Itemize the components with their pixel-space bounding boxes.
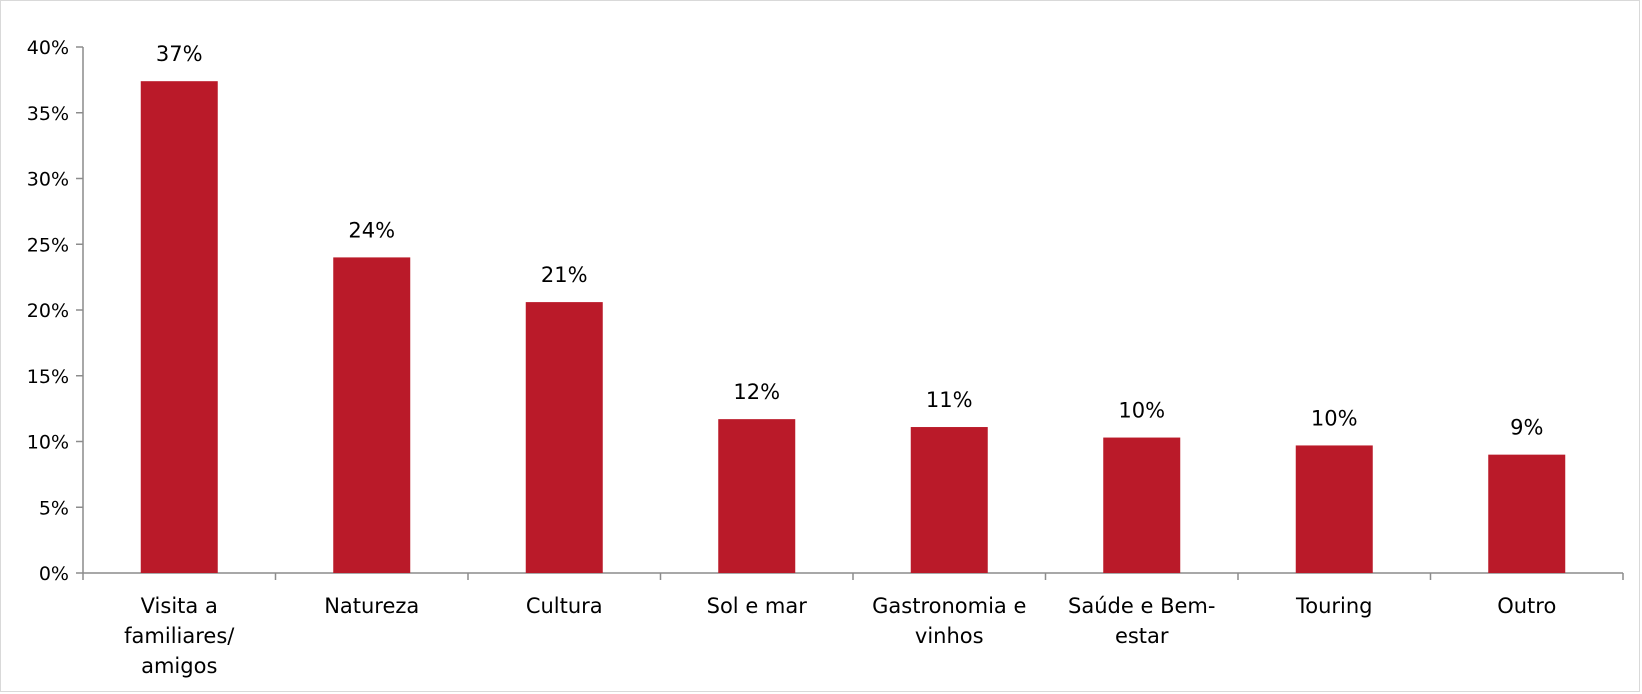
category-label: Saúde e Bem-estar xyxy=(1068,594,1215,648)
category-label: Natureza xyxy=(324,594,419,618)
category-label: Outro xyxy=(1497,594,1556,618)
category-label: Cultura xyxy=(526,594,603,618)
y-tick-label: 15% xyxy=(27,366,69,388)
y-tick-label: 5% xyxy=(39,497,69,519)
bar xyxy=(140,81,218,573)
bar xyxy=(910,427,988,573)
bar xyxy=(718,419,796,573)
data-label: 11% xyxy=(926,388,973,412)
data-label: 24% xyxy=(348,218,395,242)
category-label: Visita a familiares/amigos xyxy=(124,594,235,678)
bar xyxy=(1295,445,1373,573)
y-tick-label: 40% xyxy=(27,37,69,59)
bars xyxy=(140,81,1566,573)
data-label: 10% xyxy=(1311,406,1358,430)
bar xyxy=(333,257,411,573)
data-label: 37% xyxy=(156,42,203,66)
data-label: 9% xyxy=(1510,416,1543,440)
y-tick-label: 0% xyxy=(39,563,69,585)
data-label: 10% xyxy=(1118,399,1165,423)
y-tick-label: 10% xyxy=(27,432,69,454)
y-tick-label: 25% xyxy=(27,234,69,256)
y-tick-label: 20% xyxy=(27,300,69,322)
axes xyxy=(82,47,1624,580)
y-tick-label: 35% xyxy=(27,103,69,125)
bar xyxy=(525,302,603,573)
category-label: Touring xyxy=(1295,594,1373,618)
x-axis-labels: Visita a familiares/amigos Natureza Cultura… xyxy=(124,594,1556,678)
data-label: 12% xyxy=(733,380,780,404)
bar xyxy=(1488,454,1566,573)
data-label: 21% xyxy=(541,263,588,287)
category-label: Sol e mar xyxy=(707,594,808,618)
y-tick-label: 30% xyxy=(27,169,69,191)
bar xyxy=(1103,437,1181,573)
data-labels: 37% 24% 21% 12% 11% 10% 10% 9% xyxy=(156,42,1544,439)
y-axis-ticks: 0% 5% 10% 15% 20% 25% 30% 35% 40% xyxy=(27,37,83,585)
category-label: Gastronomia e vinhos xyxy=(872,594,1026,648)
